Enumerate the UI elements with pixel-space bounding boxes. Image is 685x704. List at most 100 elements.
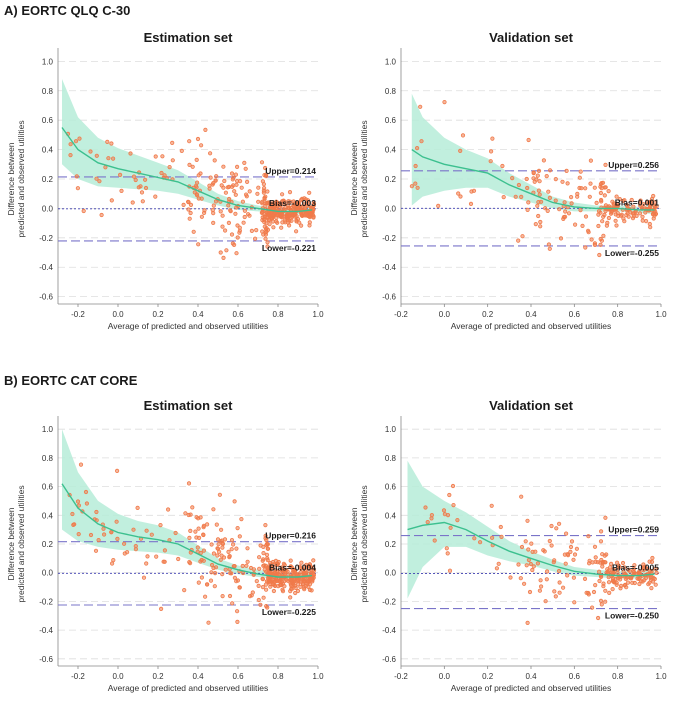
chart2-point [229, 538, 235, 543]
chart1-point [536, 188, 541, 193]
chart0-point [191, 229, 196, 234]
chart3-point [562, 552, 567, 557]
chart0-point [128, 151, 133, 156]
chart0-ytick-label: -0.4 [39, 263, 53, 272]
chart0-point [188, 202, 194, 207]
chart0-point [264, 210, 269, 215]
chart0-point [286, 211, 291, 216]
chart0-point [237, 230, 242, 235]
chart3-ytick-label: -0.4 [382, 626, 396, 635]
chart0-point [263, 230, 268, 235]
chart0-point [298, 223, 304, 228]
chart1-point [640, 218, 645, 223]
chart0-point [68, 153, 73, 158]
chart0-xlabel: Average of predicted and observed utilit… [108, 321, 269, 331]
chart0-point [143, 185, 149, 191]
chart2-xtick-label: 0.0 [112, 672, 124, 681]
chart0-point [264, 226, 269, 231]
chart2-point [96, 538, 101, 543]
chart1-ytick-label: 0.8 [385, 87, 397, 96]
chart2-point [263, 587, 269, 592]
chart3-point [450, 483, 456, 489]
chart3-ylabel-line: Difference between [349, 507, 359, 580]
chart3-point [615, 567, 620, 572]
chart0-point [88, 149, 93, 154]
chart3-point [597, 578, 602, 584]
chart0-point [187, 216, 192, 221]
chart1-point [516, 182, 521, 188]
chart2-xtick-label: 0.2 [152, 672, 164, 681]
chart2-point [215, 546, 220, 551]
chart2-point [205, 522, 210, 527]
chart1-point [588, 158, 593, 163]
chart3-point [523, 539, 528, 544]
chart0-point [305, 201, 310, 206]
chart0-upper-label: Upper=0.214 [265, 166, 316, 176]
chart0-point [213, 178, 218, 183]
chart0-point [231, 183, 236, 188]
chart2-point [220, 594, 225, 599]
chart2-point [262, 563, 267, 568]
chart-b-validation: Validation set -0.6 -0.4 -0.2 0.0 0.2 0.4 0.6 0.… [349, 398, 667, 693]
chart0-point [220, 224, 225, 229]
chart0-point [241, 220, 246, 225]
chart3-point [568, 549, 573, 554]
chart1-point [583, 186, 588, 191]
chart3-xtick-label: 0.2 [482, 672, 494, 681]
chart0-point [228, 209, 233, 214]
chart2-point [239, 517, 244, 522]
chart1-point [603, 162, 608, 167]
chart2-point [232, 575, 237, 580]
chart2-point [115, 536, 120, 541]
chart0-point [269, 205, 274, 210]
chart0-ylabel-line: Difference between [6, 142, 16, 215]
chart0-point [188, 210, 193, 216]
chart1-point [524, 176, 529, 182]
chart2-point [218, 557, 223, 562]
chart2-point [115, 468, 120, 474]
chart1-point [643, 210, 648, 215]
chart1-point [617, 197, 622, 202]
chart2-point [88, 532, 94, 538]
chart3-ytick-label: 0.2 [385, 540, 397, 549]
chart1-point [599, 181, 604, 186]
chart1-ytick-label: -0.6 [382, 293, 396, 302]
chart1-point [531, 171, 536, 176]
chart1-point [599, 238, 604, 243]
chart2-point [166, 507, 171, 512]
chart1-point [631, 211, 636, 216]
chart0-point [265, 244, 270, 249]
chart0-point [269, 215, 274, 220]
chart3-point [530, 567, 535, 573]
chart3-point [444, 546, 449, 551]
chart1-point [418, 104, 423, 109]
chart0-point [186, 199, 191, 204]
chart0-point [242, 208, 247, 213]
chart3-point [630, 580, 635, 585]
chart3-ytick-label: -0.6 [382, 655, 396, 664]
chart0-point [159, 170, 164, 176]
chart-a-estimation: Estimation set -0.6 -0.4 -0.2 0.0 0.2 0.4 0.6 0.… [6, 30, 324, 331]
chart2-point [275, 571, 280, 576]
chart2-point [193, 529, 198, 534]
chart1-point [638, 203, 643, 208]
chart3-point [478, 540, 483, 545]
chart0-point [231, 175, 236, 180]
chart1-point [600, 219, 605, 224]
chart1-point [592, 241, 597, 246]
chart2-point [300, 567, 306, 572]
chart3-ylabel-line: predicted and observed utilities [359, 485, 369, 602]
chart1-point [596, 212, 601, 217]
chart2-point [302, 564, 307, 569]
chart1-point [647, 200, 652, 205]
chart1-xtick-label: 0.0 [439, 310, 451, 319]
chart0-point [299, 204, 305, 209]
chart1-lower-label: Lower=-0.255 [605, 248, 659, 258]
chart1-point [536, 200, 541, 205]
chart3-point [569, 539, 575, 544]
chart0-point [235, 179, 240, 184]
chart0-point [242, 214, 247, 220]
chart2-point [263, 523, 268, 528]
chart2-point [257, 566, 262, 571]
chart3-point [538, 578, 543, 583]
